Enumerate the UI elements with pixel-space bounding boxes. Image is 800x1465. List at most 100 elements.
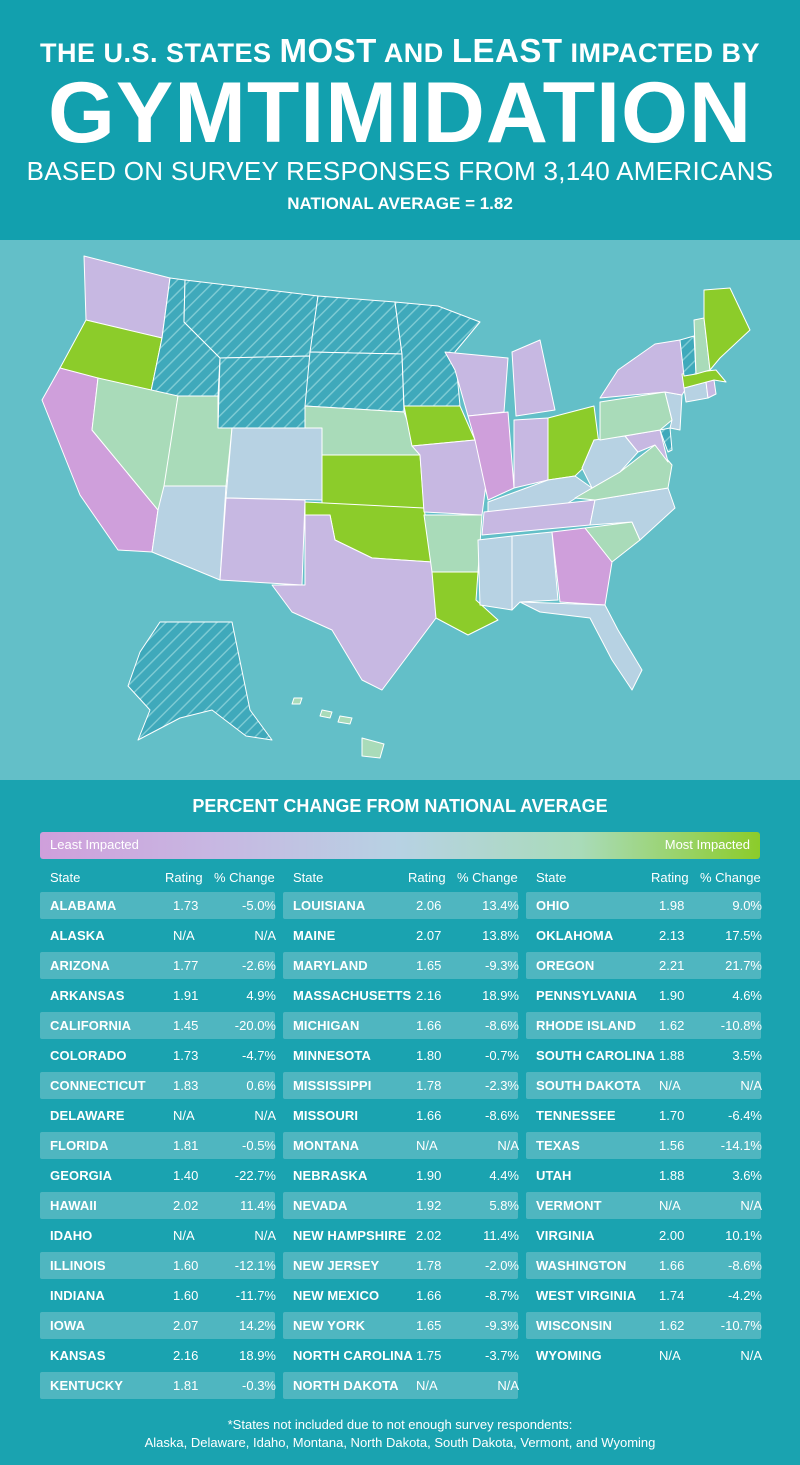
cell-change: 4.6%	[732, 988, 762, 1003]
table-row: NORTH CAROLINA 1.75 -3.7%	[283, 1342, 519, 1369]
cell-rating: 2.06	[416, 898, 442, 913]
cell-rating: 1.98	[659, 898, 685, 913]
footnote: *States not included due to not enough s…	[0, 1416, 800, 1452]
table-row: ARKANSAS 1.91 4.9%	[40, 982, 276, 1009]
cell-state: NEW JERSEY	[293, 1258, 380, 1273]
state-hawaii	[291, 697, 385, 759]
cell-change: -3.7%	[485, 1348, 519, 1363]
cell-rating: 1.78	[416, 1258, 442, 1273]
cell-state: MASSACHUSETTS	[293, 988, 412, 1003]
cell-change: -10.8%	[720, 1018, 762, 1033]
title-line-1: THE U.S. STATES MOST AND LEAST IMPACTED …	[0, 32, 800, 70]
column-header: State Rating % Change	[526, 866, 761, 892]
title-least: LEAST	[451, 32, 563, 69]
cell-rating: 1.62	[659, 1018, 685, 1033]
cell-rating: N/A	[659, 1198, 681, 1213]
header-rating: Rating	[651, 870, 689, 885]
table-row: WISCONSIN 1.62 -10.7%	[526, 1312, 762, 1339]
table-row: INDIANA 1.60 -11.7%	[40, 1282, 276, 1309]
table-row: NEW YORK 1.65 -9.3%	[283, 1312, 519, 1339]
table-row: VIRGINIA 2.00 10.1%	[526, 1222, 762, 1249]
cell-change: -4.2%	[728, 1288, 762, 1303]
cell-rating: 1.70	[659, 1108, 685, 1123]
cell-state: NORTH DAKOTA	[293, 1378, 399, 1393]
cell-rating: 1.81	[173, 1138, 199, 1153]
cell-rating: 2.16	[173, 1348, 199, 1363]
state-texas	[271, 514, 437, 691]
header-rating: Rating	[165, 870, 203, 885]
table-row: MAINE 2.07 13.8%	[283, 922, 519, 949]
table-row: RHODE ISLAND 1.62 -10.8%	[526, 1012, 762, 1039]
cell-state: LOUISIANA	[293, 898, 366, 913]
cell-rating: 1.66	[416, 1018, 442, 1033]
table-row: ALASKA N/A N/A	[40, 922, 276, 949]
cell-state: ARIZONA	[50, 958, 110, 973]
cell-state: UTAH	[536, 1168, 572, 1183]
table-row: DELAWARE N/A N/A	[40, 1102, 276, 1129]
cell-state: MONTANA	[293, 1138, 360, 1153]
cell-change: N/A	[254, 1228, 276, 1243]
table-row: MISSOURI 1.66 -8.6%	[283, 1102, 519, 1129]
cell-state: MAINE	[293, 928, 336, 943]
footnote-line-2: Alaska, Delaware, Idaho, Montana, North …	[144, 1435, 656, 1450]
cell-change: 17.5%	[725, 928, 762, 943]
table-row: MASSACHUSETTS 2.16 18.9%	[283, 982, 519, 1009]
table-row: MICHIGAN 1.66 -8.6%	[283, 1012, 519, 1039]
cell-change: 5.8%	[489, 1198, 519, 1213]
state-missouri	[411, 439, 489, 516]
cell-rating: 1.66	[416, 1288, 442, 1303]
cell-rating: 1.45	[173, 1018, 199, 1033]
cell-state: INDIANA	[50, 1288, 105, 1303]
cell-change: -2.3%	[485, 1078, 519, 1093]
table-row: NEVADA 1.92 5.8%	[283, 1192, 519, 1219]
cell-state: HAWAII	[50, 1198, 97, 1213]
national-average: NATIONAL AVERAGE = 1.82	[287, 194, 513, 213]
cell-change: -0.5%	[242, 1138, 276, 1153]
cell-state: GEORGIA	[50, 1168, 113, 1183]
table-row: CALIFORNIA 1.45 -20.0%	[40, 1012, 276, 1039]
cell-rating: 1.56	[659, 1138, 685, 1153]
cell-rating: 1.40	[173, 1168, 199, 1183]
cell-change: 18.9%	[239, 1348, 276, 1363]
cell-change: N/A	[740, 1348, 762, 1363]
cell-state: OHIO	[536, 898, 570, 913]
cell-change: -8.6%	[485, 1018, 519, 1033]
cell-state: WISCONSIN	[536, 1318, 613, 1333]
cell-rating: 1.74	[659, 1288, 685, 1303]
table-row: OREGON 2.21 21.7%	[526, 952, 762, 979]
cell-rating: 1.90	[659, 988, 685, 1003]
table-row: MISSISSIPPI 1.78 -2.3%	[283, 1072, 519, 1099]
cell-state: VERMONT	[536, 1198, 602, 1213]
state-north-dakota	[309, 295, 403, 355]
table-row: HAWAII 2.02 11.4%	[40, 1192, 276, 1219]
cell-state: KANSAS	[50, 1348, 106, 1363]
table-column-3: State Rating % Change OHIO 1.98 9.0% OKLAHOMA 2…	[526, 866, 762, 1372]
state-arizona	[151, 485, 227, 581]
state-alabama	[511, 531, 559, 611]
cell-change: 11.4%	[240, 1198, 276, 1213]
table-row: IDAHO N/A N/A	[40, 1222, 276, 1249]
cell-state: WYOMING	[536, 1348, 602, 1363]
cell-rating: 1.92	[416, 1198, 442, 1213]
cell-change: -2.6%	[242, 958, 276, 973]
cell-change: -8.7%	[485, 1288, 519, 1303]
cell-state: CONNECTICUT	[50, 1078, 146, 1093]
table-row: CONNECTICUT 1.83 0.6%	[40, 1072, 276, 1099]
title-most: MOST	[279, 32, 377, 69]
cell-change: -5.0%	[242, 898, 276, 913]
cell-state: ALABAMA	[50, 898, 117, 913]
column-header: State Rating % Change	[40, 866, 275, 892]
table-row: TEXAS 1.56 -14.1%	[526, 1132, 762, 1159]
table-row: OHIO 1.98 9.0%	[526, 892, 762, 919]
state-illinois	[467, 411, 515, 501]
cell-change: N/A	[254, 928, 276, 943]
table-row: IOWA 2.07 14.2%	[40, 1312, 276, 1339]
table-column-2: State Rating % Change LOUISIANA 2.06 13.4% MAI…	[283, 866, 519, 1402]
column-header: State Rating % Change	[283, 866, 518, 892]
cell-state: MISSISSIPPI	[293, 1078, 372, 1093]
cell-change: -22.7%	[234, 1168, 276, 1183]
table-row: PENNSYLVANIA 1.90 4.6%	[526, 982, 762, 1009]
cell-state: ALASKA	[50, 928, 105, 943]
state-new-mexico	[219, 497, 306, 586]
header-state: State	[50, 870, 81, 885]
